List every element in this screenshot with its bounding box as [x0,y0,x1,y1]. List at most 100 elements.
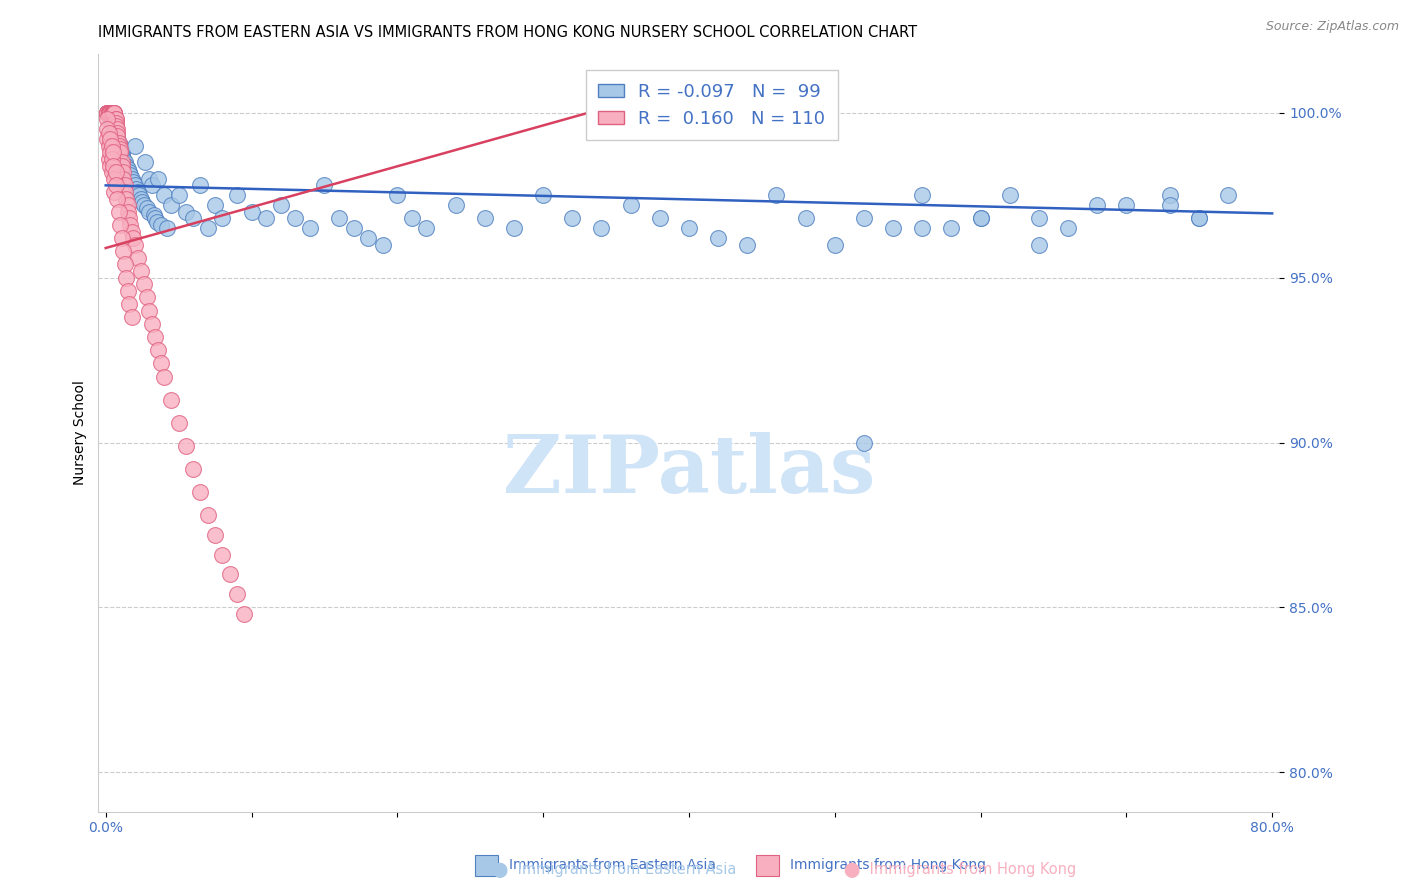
Point [153,188,176,202]
Point [103,106,125,120]
Point [1085,198,1108,212]
Point [181,462,204,476]
Point [103,185,125,199]
Point [211,211,233,226]
Point [96,106,118,120]
Point [120,218,142,232]
Point [121,310,143,325]
Point [101,119,124,133]
Point [122,231,145,245]
Point [117,204,139,219]
Point [111,231,134,245]
Point [98,159,121,173]
Point [98,106,121,120]
Point [97,152,120,166]
Point [138,171,160,186]
Point [103,122,125,136]
Point [100,106,122,120]
Point [114,178,136,193]
Point [1159,198,1181,212]
Point [226,587,249,601]
Point [100,165,122,179]
Point [104,116,127,130]
Point [132,198,155,212]
Point [100,106,122,120]
Point [103,171,125,186]
Text: ⬤  Immigrants from Eastern Asia: ⬤ Immigrants from Eastern Asia [492,862,737,878]
Point [117,161,139,176]
Point [1028,211,1050,226]
Point [97,106,120,120]
Point [190,485,212,500]
Point [121,225,143,239]
Point [125,182,148,196]
Point [115,192,138,206]
Point [1159,188,1181,202]
Point [115,159,138,173]
Point [131,194,153,209]
Point [1188,211,1211,226]
Point [135,202,157,216]
Point [104,119,127,133]
Point [270,198,292,212]
Point [100,152,122,166]
Point [110,145,132,160]
Point [342,221,364,235]
Point [167,188,190,202]
Point [531,188,554,202]
Point [112,244,135,259]
Point [141,317,163,331]
Point [118,297,141,311]
Point [97,106,120,120]
Point [824,237,846,252]
Point [765,188,787,202]
Point [561,211,583,226]
Point [969,211,991,226]
Point [110,142,132,156]
Point [96,106,118,120]
Point [211,548,233,562]
Point [142,208,165,222]
Point [98,106,121,120]
Point [129,264,152,278]
Point [138,303,160,318]
Point [204,528,226,542]
Point [111,159,134,173]
Point [97,126,120,140]
Point [174,439,197,453]
Point [233,607,256,621]
Point [226,188,249,202]
Y-axis label: Nursery School: Nursery School [73,380,87,485]
Point [128,188,150,202]
Point [852,211,875,226]
Point [100,106,122,120]
Point [101,106,124,120]
Point [97,106,120,120]
Point [1115,198,1137,212]
Point [108,204,131,219]
Point [105,122,128,136]
Point [98,106,121,120]
Point [98,106,121,120]
Point [111,149,134,163]
Point [115,270,138,285]
Point [735,237,758,252]
Point [591,221,613,235]
Text: ZIPatlas: ZIPatlas [503,432,875,509]
Point [141,178,163,193]
Point [111,145,134,160]
Point [204,198,226,212]
Point [98,106,121,120]
Point [401,211,423,226]
Point [160,392,183,407]
Point [1028,237,1050,252]
Point [101,106,124,120]
Text: Immigrants from Hong Kong: Immigrants from Hong Kong [790,858,986,872]
Point [110,218,132,232]
Point [150,356,173,370]
Text: Immigrants from Eastern Asia: Immigrants from Eastern Asia [509,858,716,872]
Point [110,142,132,156]
Point [145,214,167,228]
Point [122,175,145,189]
Point [104,112,127,127]
